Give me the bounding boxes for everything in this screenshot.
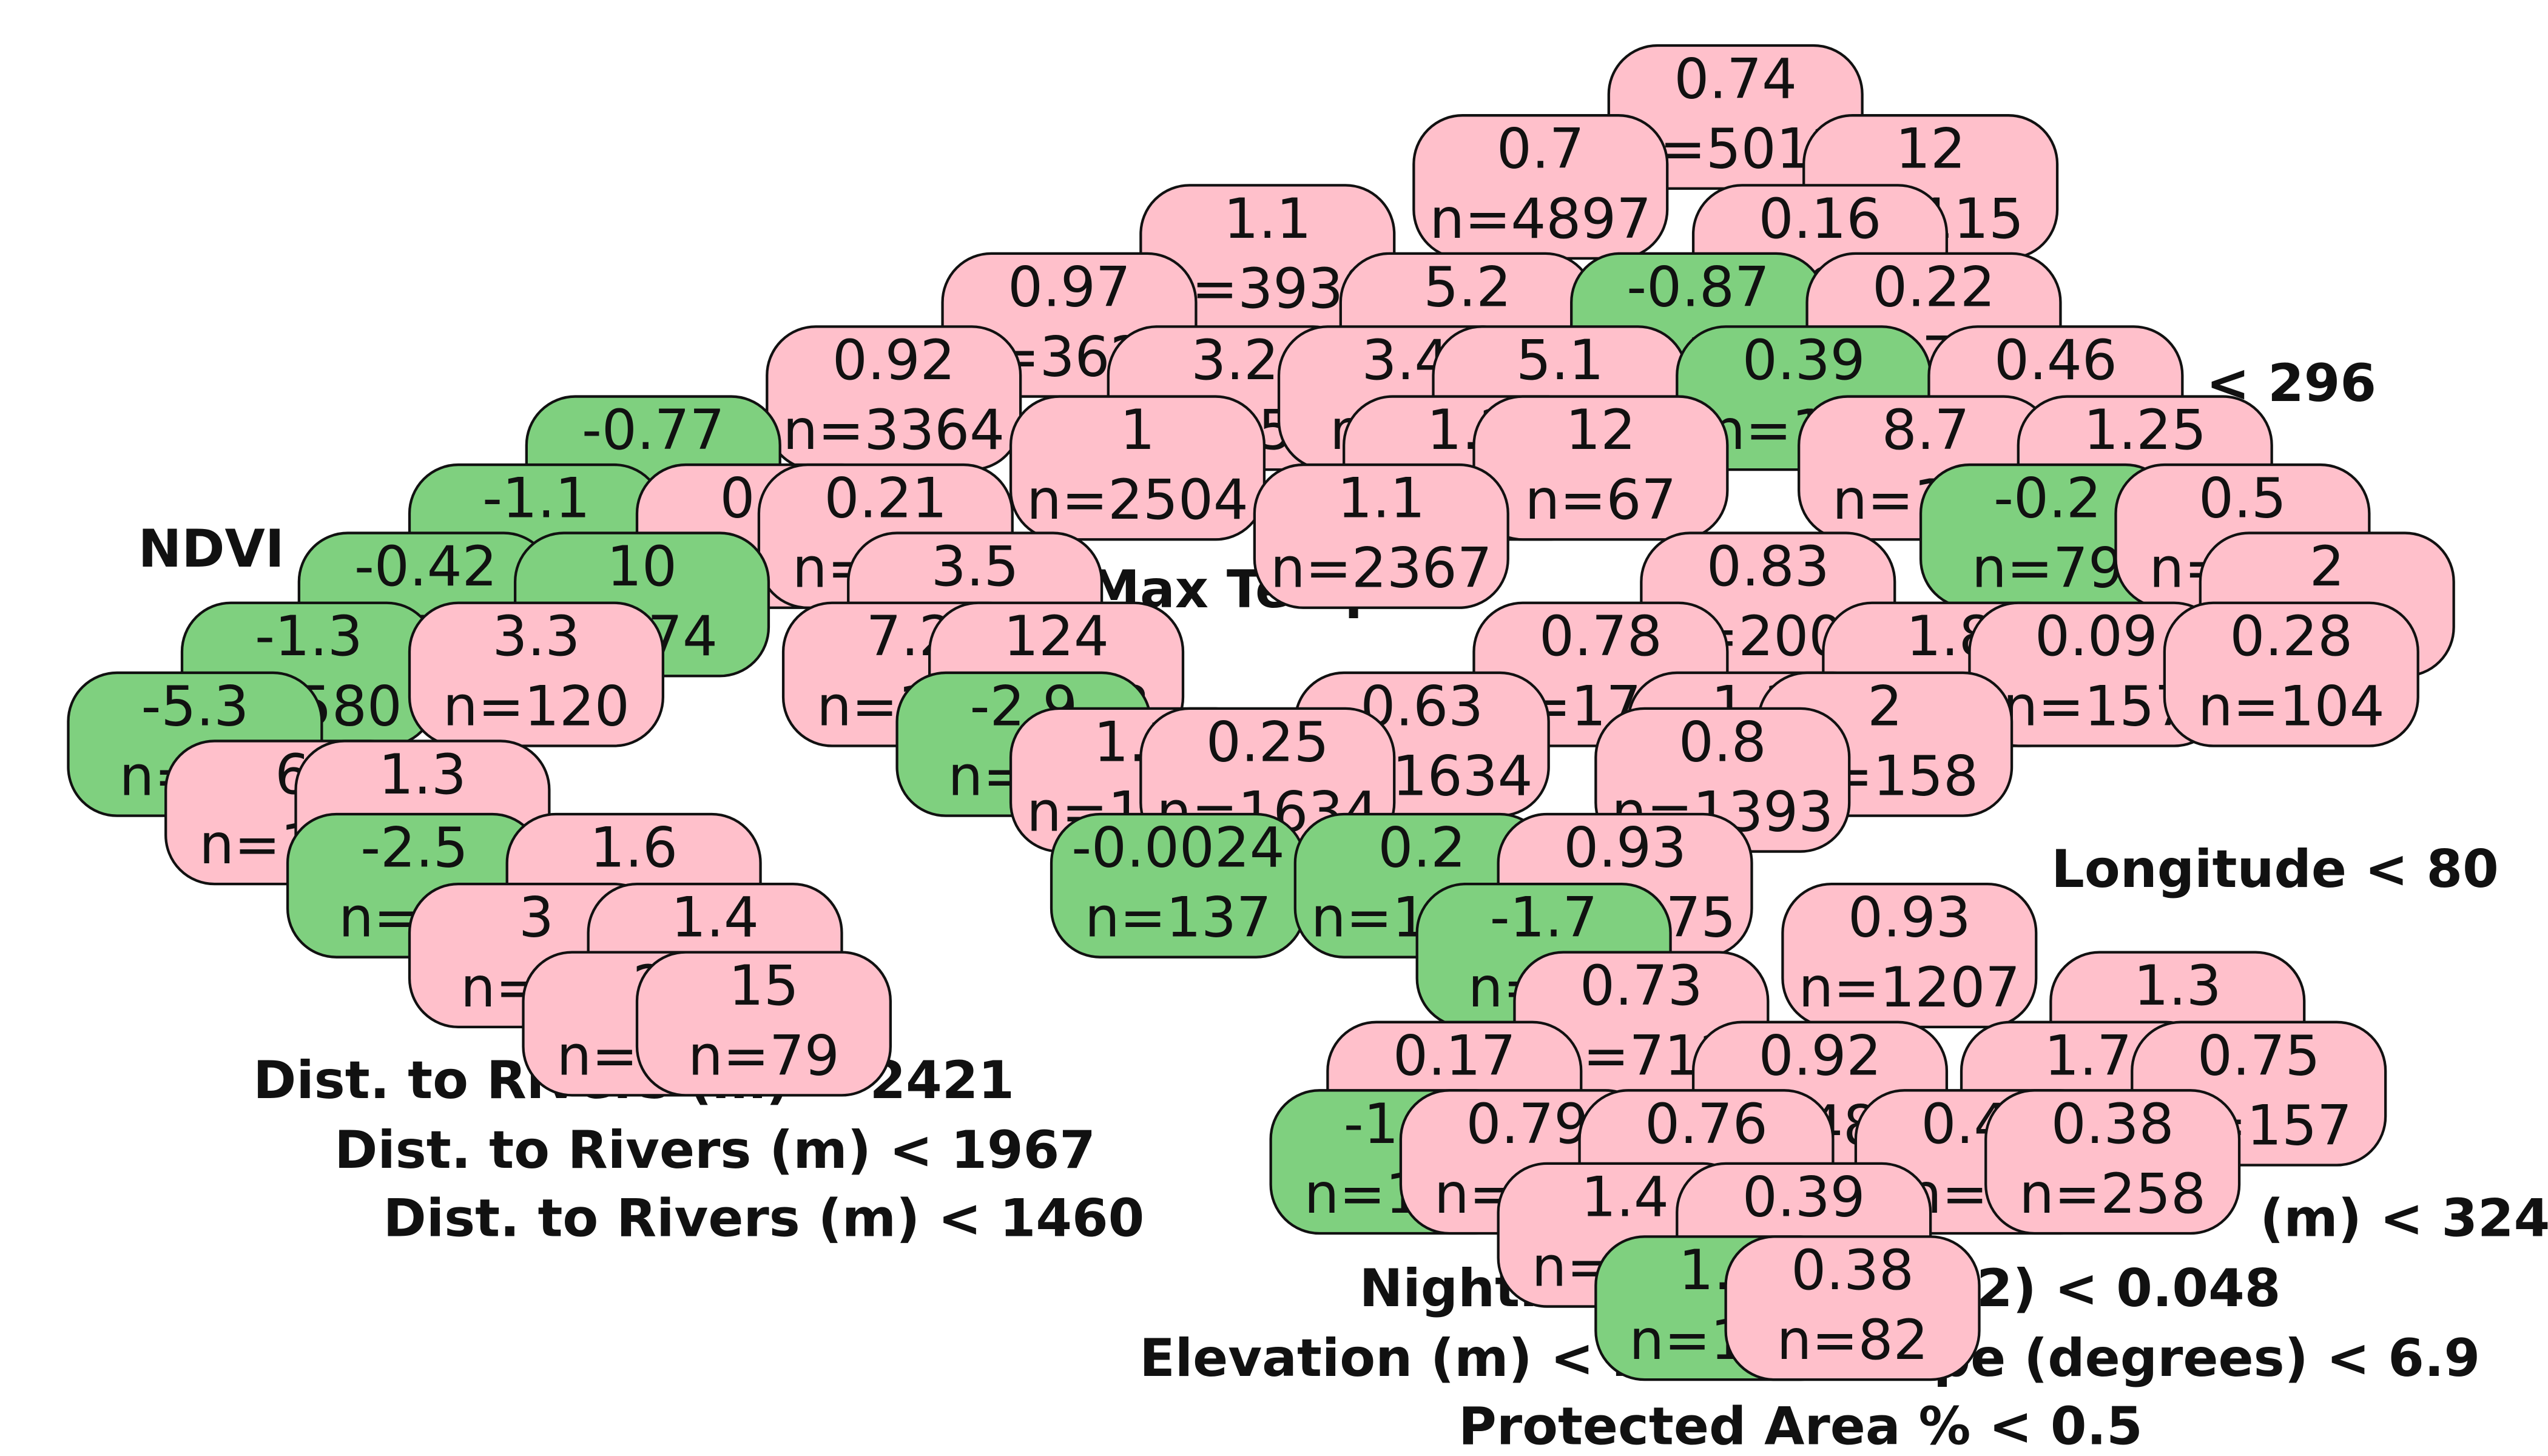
node-value: 0.46 [1994, 328, 2117, 393]
node-value: -1.1 [482, 467, 590, 531]
node-value: 3 [519, 886, 554, 950]
node-count: n=82 [1777, 1308, 1929, 1372]
node-value: 0.75 [2197, 1023, 2320, 1088]
node-value: -0.87 [1626, 255, 1770, 319]
node-value: 0.16 [1759, 187, 1882, 251]
node-value: 3.3 [493, 604, 581, 669]
node-count: n=258 [2019, 1162, 2206, 1226]
split-label: Longitude < 80 [2051, 839, 2498, 900]
node-value: 0.28 [2230, 604, 2353, 669]
node-count: n=137 [1085, 886, 1272, 950]
node-value: 10 [607, 534, 677, 599]
node-count: n=2367 [1270, 536, 1492, 601]
node-value: -1.7 [1490, 886, 1598, 950]
node-value: 0.83 [1707, 534, 1830, 599]
node-value: 0.79 [1466, 1092, 1589, 1156]
node-value: 0.09 [2035, 604, 2158, 669]
node-count: n=79 [688, 1023, 840, 1088]
node-value: 0.25 [1206, 710, 1329, 774]
node-value: 0.21 [824, 467, 947, 531]
node-value: 0.38 [2051, 1092, 2174, 1156]
node-box [1253, 463, 1509, 609]
node-value: 8.7 [1882, 398, 1970, 462]
node-value: 3.5 [931, 534, 1019, 599]
node-count: n=104 [2198, 674, 2385, 738]
node-count: n=79 [1972, 536, 2123, 601]
node-value: 12 [1565, 398, 1636, 462]
node-value: 0.8 [1679, 710, 1767, 774]
node-value: 0.73 [1580, 954, 1703, 1018]
node-value: 0.7 [1497, 117, 1585, 181]
node-value: 15 [729, 954, 799, 1018]
split-label: Protected Area % < 0.5 [1458, 1397, 2143, 1456]
node-value: 1.3 [2134, 954, 2222, 1018]
node-value: 2 [2310, 534, 2345, 599]
split-label: Dist. to Rivers (m) < 1967 [334, 1120, 1096, 1181]
node-count: n=120 [443, 674, 630, 738]
node-value: 1 [1120, 398, 1155, 462]
node-value: 0.5 [2199, 467, 2287, 531]
node-count: n=1207 [1798, 956, 2020, 1020]
node-value: 0.78 [1539, 604, 1662, 669]
node-count: n=3364 [783, 398, 1005, 462]
node-value: 1.6 [590, 815, 678, 880]
split-label: NDVI [138, 519, 285, 579]
node-value: 0.22 [1872, 255, 1995, 319]
node-value: 0.74 [1674, 47, 1797, 111]
node-value: -2.5 [360, 815, 468, 880]
node-value: 1.1 [1224, 187, 1312, 251]
node-value: 0.92 [832, 328, 956, 393]
node-value: -0.77 [582, 398, 725, 462]
node-box [1984, 1089, 2241, 1235]
node-value: 0.39 [1742, 1165, 1866, 1229]
node-value: 0.93 [1563, 815, 1687, 880]
node-value: 3.2 [1191, 328, 1279, 393]
node-value: 0.93 [1848, 886, 1971, 950]
node-value: 0.39 [1742, 328, 1866, 393]
node-value: 0.17 [1393, 1023, 1516, 1088]
node-count: n=67 [1525, 468, 1676, 532]
node-value: 0.97 [1008, 255, 1131, 319]
node-value: 0.2 [1378, 815, 1466, 880]
node-value: 0.92 [1759, 1023, 1882, 1088]
node-box [408, 601, 664, 747]
node-value: -0.2 [1994, 467, 2101, 531]
split-label: (m) < 324 [2260, 1188, 2548, 1249]
node-count: n=4897 [1429, 187, 1651, 251]
node-box [1724, 1235, 1981, 1381]
node-value: 2 [1867, 674, 1903, 738]
node-value: 12 [1895, 117, 1966, 181]
node-count: n=2504 [1026, 468, 1249, 532]
node-value: 5.1 [1516, 328, 1604, 393]
split-label: Dist. to Rivers (m) < 1460 [383, 1188, 1145, 1249]
node-box [2163, 601, 2419, 747]
node-value: 0.38 [1791, 1238, 1914, 1303]
node-value: 1.4 [671, 886, 759, 950]
node-value: -1.3 [255, 604, 363, 669]
node-value: -0.0024 [1071, 815, 1284, 880]
node-value: 0.76 [1645, 1092, 1768, 1156]
node-value: -5.3 [141, 674, 249, 738]
node-value: 5.2 [1423, 255, 1511, 319]
node-count: n=157 [2003, 674, 2189, 738]
node-value: 1.7 [2044, 1023, 2132, 1088]
node-value: -0.42 [354, 534, 497, 599]
node-box [635, 951, 892, 1097]
node-value: 1.4 [1581, 1165, 1669, 1229]
node-value: 1.3 [379, 743, 467, 807]
node-value: 1.25 [2083, 398, 2206, 462]
node-value: 1.1 [1337, 467, 1425, 531]
node-box [1009, 395, 1266, 541]
node-value: 124 [1003, 604, 1109, 669]
